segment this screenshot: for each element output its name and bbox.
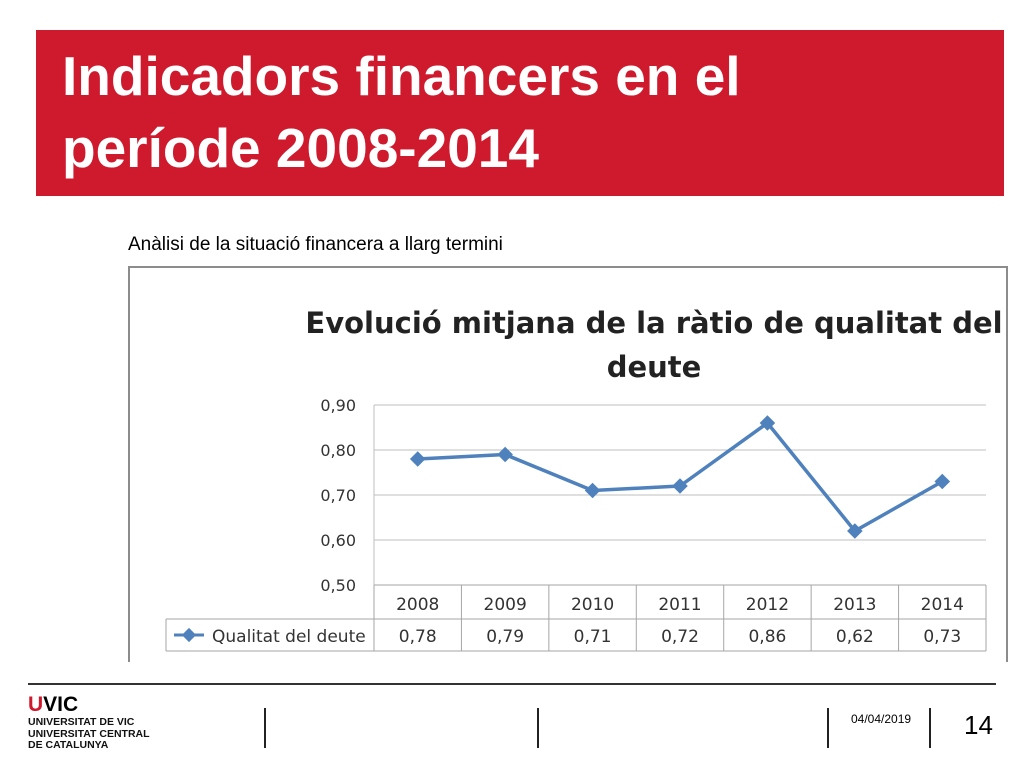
footer-separator <box>537 708 539 748</box>
legend-marker <box>181 627 197 643</box>
page-number: 14 <box>964 710 993 740</box>
x-category-label: 2009 <box>484 595 527 615</box>
data-value-label: 0,79 <box>486 627 524 647</box>
data-value-label: 0,73 <box>923 627 961 647</box>
logo-text: UNIVERSITAT DE VIC UNIVERSITAT CENTRAL D… <box>28 716 150 752</box>
x-category-label: 2008 <box>396 595 439 615</box>
x-category-label: 2014 <box>921 595 964 615</box>
legend-series-name: Qualitat del deute <box>212 627 366 647</box>
x-category-label: 2013 <box>833 595 876 615</box>
slide-subtitle: Anàlisi de la situació financera a llarg… <box>128 234 503 255</box>
y-tick-label: 0,60 <box>320 531 356 550</box>
footer-separator <box>827 708 829 748</box>
data-point-marker <box>409 451 426 467</box>
footer-separator <box>929 708 931 748</box>
chart-title-line-2: deute <box>607 350 702 384</box>
data-point-marker <box>584 482 601 499</box>
logo-line-1: UNIVERSITAT DE VIC <box>28 716 135 728</box>
data-value-label: 0,72 <box>661 627 699 647</box>
page-title: Indicadors financers en el període 2008-… <box>62 40 982 184</box>
logo-line-2: UNIVERSITAT CENTRAL <box>28 727 150 740</box>
chart: Evolució mitjana de la ràtio de qualitat… <box>165 306 1003 652</box>
uvic-logo: UVIC <box>28 694 78 716</box>
chart-frame: Evolució mitjana de la ràtio de qualitat… <box>128 266 1008 662</box>
y-tick-label: 0,80 <box>320 441 356 460</box>
logo-line-3: DE CATALUNYA <box>28 739 109 751</box>
y-tick-label: 0,50 <box>320 576 356 595</box>
y-tick-label: 0,90 <box>320 396 356 415</box>
x-category-label: 2010 <box>571 595 614 615</box>
data-point-marker <box>934 473 951 490</box>
x-category-label: 2011 <box>658 595 701 615</box>
data-point-marker <box>497 446 513 463</box>
data-value-label: 0,86 <box>748 627 786 647</box>
title-line-1: Indicadors financers en el <box>62 45 741 107</box>
data-value-label: 0,71 <box>574 627 612 647</box>
y-tick-label: 0,70 <box>320 486 356 505</box>
data-value-label: 0,78 <box>399 627 437 647</box>
x-category-label: 2012 <box>746 595 789 615</box>
footer-divider <box>28 683 996 685</box>
footer-separator <box>264 708 266 748</box>
slide-date: 04/04/2019 <box>851 712 912 726</box>
data-value-label: 0,62 <box>836 627 874 647</box>
title-line-2: període 2008-2014 <box>62 117 539 179</box>
series-line <box>417 421 944 533</box>
logo-mark-rest: VIC <box>43 693 79 716</box>
chart-title-line-1: Evolució mitjana de la ràtio de qualitat… <box>305 306 1002 340</box>
logo-mark-u: U <box>28 693 44 716</box>
title-banner: Indicadors financers en el període 2008-… <box>36 30 1004 196</box>
